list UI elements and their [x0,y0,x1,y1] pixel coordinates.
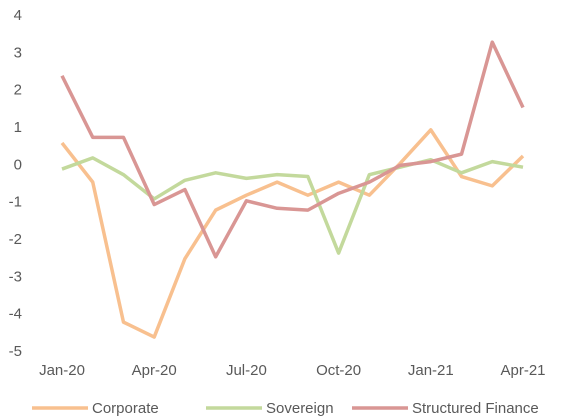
y-tick-label: 4 [14,7,22,24]
x-tick-label: Jan-20 [39,362,85,379]
y-tick-label: 0 [14,156,22,173]
legend-label: Sovereign [266,400,334,417]
x-tick-label: Oct-20 [316,362,361,379]
x-tick-label: Jan-21 [408,362,454,379]
y-tick-label: 3 [14,44,22,61]
x-tick-label: Jul-20 [226,362,267,379]
y-tick-label: 2 [14,82,22,99]
y-tick-label: -5 [9,343,22,360]
series-line [61,156,524,255]
y-tick-label: -1 [9,194,22,211]
legend-label: Structured Finance [412,400,539,417]
legend-label: Corporate [92,400,159,417]
series-line [60,128,525,339]
x-tick-label: Apr-20 [132,362,177,379]
y-tick-label: -3 [9,268,22,285]
x-tick-label: Apr-21 [500,362,545,379]
y-tick-label: -4 [9,306,22,323]
y-tick-label: -2 [9,231,22,248]
series-line [60,40,525,259]
y-tick-label: 1 [14,119,22,136]
